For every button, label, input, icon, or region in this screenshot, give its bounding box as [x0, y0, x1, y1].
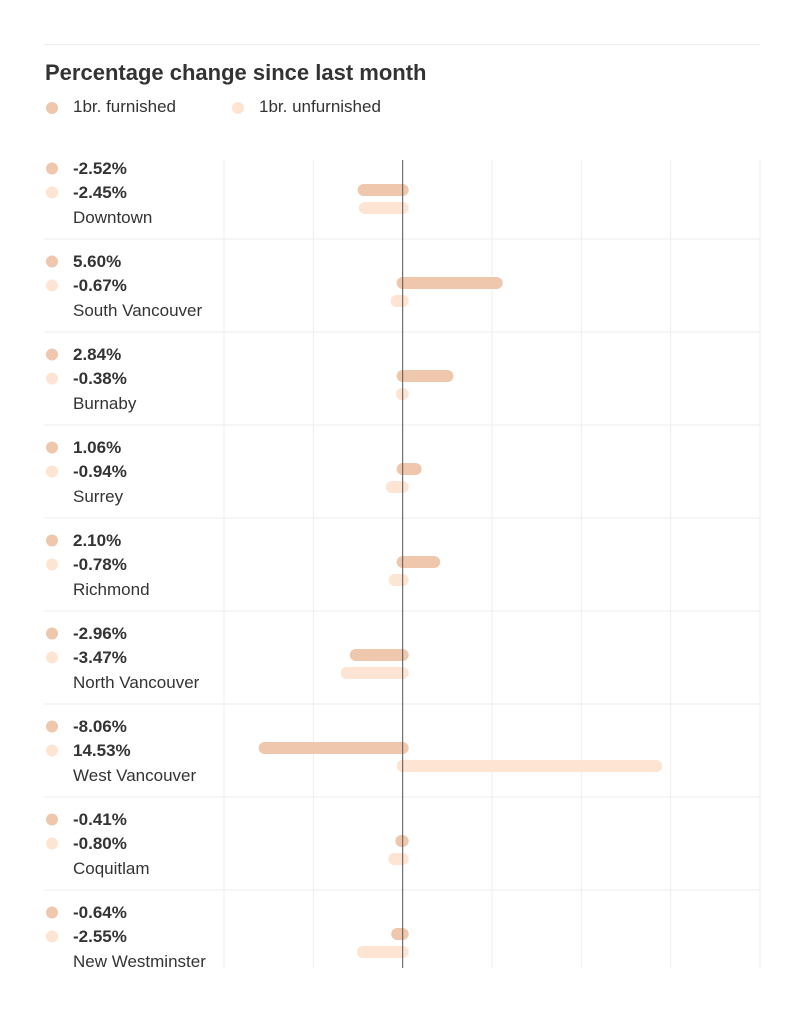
- value-label: 2.84%: [73, 345, 121, 364]
- value-label: -0.38%: [73, 369, 127, 388]
- legend-dot-marker: [46, 837, 58, 850]
- category-label: Downtown: [73, 208, 152, 227]
- legend-dot-marker: [46, 534, 58, 547]
- bar: [396, 463, 422, 475]
- bar: [388, 853, 409, 865]
- legend-dot-marker: [46, 186, 58, 199]
- legend-dot-marker: [46, 627, 58, 640]
- value-label: -0.78%: [73, 555, 127, 574]
- bar: [391, 928, 409, 940]
- legend-dot-marker: [46, 465, 58, 478]
- legend-dot-marker: [46, 651, 58, 664]
- value-label: -8.06%: [73, 717, 127, 736]
- bar: [395, 835, 409, 847]
- value-label: -0.64%: [73, 903, 127, 922]
- value-label: -3.47%: [73, 648, 127, 667]
- category-label: Surrey: [73, 487, 124, 506]
- bar: [258, 742, 409, 754]
- legend-dot-marker: [46, 930, 58, 943]
- category-label: New Westminster: [73, 952, 206, 971]
- bar: [357, 184, 409, 196]
- bar: [396, 370, 454, 382]
- category-label: North Vancouver: [73, 673, 200, 692]
- legend-swatch-furnished: [46, 102, 58, 114]
- value-label: 2.10%: [73, 531, 121, 550]
- legend-dot-marker: [46, 744, 58, 757]
- legend-swatch-unfurnished: [232, 102, 244, 114]
- value-label: 1.06%: [73, 438, 121, 457]
- legend-dot-marker: [46, 348, 58, 361]
- value-label: -2.55%: [73, 927, 127, 946]
- bar: [396, 760, 663, 772]
- legend-dot-marker: [46, 372, 58, 385]
- legend-dot-marker: [46, 906, 58, 919]
- legend-label-unfurnished: 1br. unfurnished: [259, 97, 381, 116]
- bar: [349, 649, 409, 661]
- chart-title: Percentage change since last month: [45, 60, 427, 85]
- bar: [388, 574, 409, 586]
- value-label: -2.96%: [73, 624, 127, 643]
- category-label: West Vancouver: [73, 766, 196, 785]
- value-label: -0.41%: [73, 810, 127, 829]
- legend-dot-marker: [46, 279, 58, 292]
- top-divider: [44, 44, 760, 45]
- legend-dot-marker: [46, 813, 58, 826]
- value-label: 5.60%: [73, 252, 121, 271]
- value-label: -0.80%: [73, 834, 127, 853]
- value-label: -2.45%: [73, 183, 127, 202]
- category-label: Coquitlam: [73, 859, 150, 878]
- legend-label-furnished: 1br. furnished: [73, 97, 177, 116]
- value-label: -2.52%: [73, 159, 127, 178]
- bar: [358, 202, 409, 214]
- category-label: Burnaby: [73, 394, 137, 413]
- legend-dot-marker: [46, 255, 58, 268]
- bar: [385, 481, 409, 493]
- legend-dot-marker: [46, 720, 58, 733]
- bar: [357, 946, 409, 958]
- legend-dot-marker: [46, 162, 58, 175]
- bar: [390, 295, 409, 307]
- bar: [396, 277, 503, 289]
- value-label: 14.53%: [73, 741, 131, 760]
- bar: [340, 667, 409, 679]
- bar: [396, 556, 441, 568]
- legend-dot-marker: [46, 441, 58, 454]
- category-label: South Vancouver: [73, 301, 202, 320]
- value-label: -0.94%: [73, 462, 127, 481]
- value-label: -0.67%: [73, 276, 127, 295]
- legend-dot-marker: [46, 558, 58, 571]
- category-label: Richmond: [73, 580, 150, 599]
